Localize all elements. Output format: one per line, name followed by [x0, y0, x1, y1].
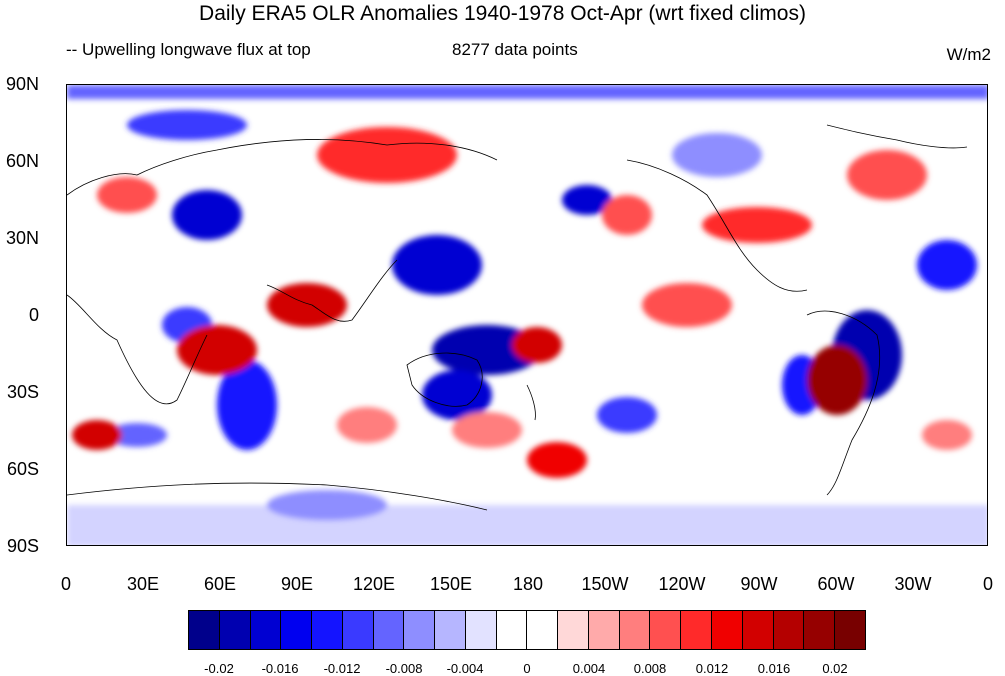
- lat-label-90n: 90N: [5, 74, 39, 94]
- colorbar-label: -0.008: [385, 661, 423, 676]
- lon-label: 150W: [581, 574, 629, 594]
- colorbar-box: [650, 611, 682, 649]
- colorbar: [188, 610, 866, 650]
- lat-label-90s: 90S: [6, 536, 39, 556]
- colorbar-label: -0.012: [323, 661, 361, 676]
- lat-label-30s: 30S: [6, 382, 39, 402]
- units-label: W/m2: [946, 45, 991, 64]
- lon-label: 60E: [203, 574, 237, 594]
- lat-label-eq: 0: [28, 305, 39, 325]
- anomaly-blobs: [67, 85, 987, 545]
- lon-label: 30E: [126, 574, 160, 594]
- colorbar-label: -0.004: [446, 661, 484, 676]
- lat-label-60s: 60S: [6, 459, 39, 479]
- lat-label-30n: 30N: [5, 228, 39, 248]
- lon-label: 60W: [817, 574, 855, 594]
- colorbar-box: [219, 611, 251, 649]
- lat-label-60n: 60N: [5, 151, 39, 171]
- plot-title: Daily ERA5 OLR Anomalies 1940-1978 Oct-A…: [199, 2, 806, 25]
- colorbar-box: [312, 611, 343, 649]
- map-plot-area: [66, 84, 988, 546]
- map-background: [67, 85, 987, 545]
- colorbar-box: [342, 611, 374, 649]
- colorbar-label: -0.016: [261, 661, 299, 676]
- colorbar-box: [281, 611, 313, 649]
- lon-label: 90E: [280, 574, 314, 594]
- colorbar-box: [804, 611, 836, 649]
- colorbar-box: [373, 611, 405, 649]
- coastlines: [67, 124, 968, 511]
- lon-label: 150E: [429, 574, 473, 594]
- colorbar-label: 0.02: [822, 661, 848, 676]
- colorbar-box: [465, 611, 497, 649]
- colorbar-box: [835, 611, 865, 649]
- colorbar-box: [681, 611, 713, 649]
- colorbar-box: [558, 611, 589, 649]
- colorbar-box: [404, 611, 436, 649]
- colorbar-box: [435, 611, 466, 649]
- lon-label: 180: [512, 574, 544, 594]
- colorbar-label: 0.016: [757, 661, 791, 676]
- colorbar-box: [588, 611, 620, 649]
- colorbar-box: [527, 611, 559, 649]
- colorbar-box: [742, 611, 774, 649]
- variable-description: -- Upwelling longwave flux at top: [66, 40, 311, 59]
- colorbar-box: [189, 611, 220, 649]
- colorbar-label: -0.02: [204, 661, 234, 676]
- colorbar-label: 0: [523, 661, 531, 676]
- colorbar-box: [250, 611, 282, 649]
- colorbar-label: 0.012: [695, 661, 729, 676]
- lon-label: 120E: [352, 574, 396, 594]
- lon-label: 120W: [658, 574, 706, 594]
- colorbar-label: 0.004: [572, 661, 606, 676]
- colorbar-label: 0.008: [633, 661, 667, 676]
- lon-label: 0: [60, 574, 72, 594]
- colorbar-box: [496, 611, 528, 649]
- anomaly-field-map: [67, 85, 987, 545]
- colorbar-box: [773, 611, 805, 649]
- lon-label: 0: [982, 574, 994, 594]
- lon-label: 30W: [894, 574, 932, 594]
- colorbar-box: [712, 611, 743, 649]
- lon-label: 90W: [740, 574, 778, 594]
- colorbar-box: [619, 611, 651, 649]
- data-point-count: 8277 data points: [452, 40, 578, 59]
